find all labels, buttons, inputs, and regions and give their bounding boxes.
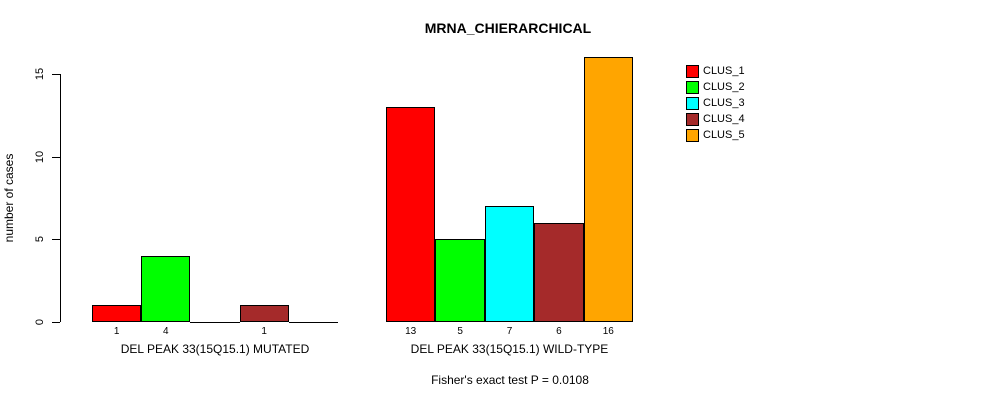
bar-value-label: 13 <box>405 326 417 337</box>
legend-swatch-clus_1 <box>686 65 699 78</box>
bar-clus_5-zero <box>288 322 338 323</box>
y-tick-label: 15 <box>34 67 46 81</box>
legend-swatch-clus_2 <box>686 81 699 94</box>
bar-clus_1 <box>386 107 436 322</box>
y-tick-mark <box>52 74 60 75</box>
bar-value-label: 4 <box>163 326 169 337</box>
bar-value-label: 16 <box>602 326 614 337</box>
bar-value-label: 1 <box>113 326 120 337</box>
chart-title: MRNA_CHIERARCHICAL <box>424 20 592 36</box>
y-axis-title: number of cases <box>2 153 16 243</box>
legend-label: CLUS_1 <box>703 65 745 77</box>
bar-clus_2 <box>141 255 191 322</box>
y-tick-mark <box>52 156 60 158</box>
bar-clus_4 <box>534 222 584 322</box>
legend-label: CLUS_4 <box>703 113 745 125</box>
bar-value-label: 5 <box>457 326 463 337</box>
bar-value-label: 7 <box>506 326 513 337</box>
bar-value-label: 1 <box>261 326 267 337</box>
legend-label: CLUS_2 <box>703 81 745 93</box>
legend-swatch-clus_5 <box>686 129 699 142</box>
bar-clus_4 <box>239 305 289 322</box>
legend-swatch-clus_3 <box>686 97 699 110</box>
legend-swatch-clus_4 <box>686 113 699 126</box>
y-tick-label: 5 <box>34 236 46 243</box>
bar-clus_5 <box>583 57 633 322</box>
y-tick-label: 10 <box>34 150 46 163</box>
group-label: DEL PEAK 33(15Q15.1) MUTATED <box>120 342 310 356</box>
y-axis-line <box>60 74 61 322</box>
bar-clus_3 <box>484 206 535 322</box>
bar-clus_3-zero <box>190 322 240 323</box>
legend-label: CLUS_3 <box>703 97 745 109</box>
legend-label: CLUS_5 <box>703 129 745 141</box>
group-label: DEL PEAK 33(15Q15.1) WILD-TYPE <box>410 342 609 356</box>
fisher-test-annotation: Fisher's exact test P = 0.0108 <box>431 373 589 387</box>
bar-clus_2 <box>435 239 485 322</box>
y-tick-mark <box>52 322 60 323</box>
bar-value-label: 6 <box>556 326 562 337</box>
y-tick-mark <box>52 239 60 241</box>
bar-clus_1 <box>92 305 142 322</box>
y-tick-label: 0 <box>34 318 46 326</box>
